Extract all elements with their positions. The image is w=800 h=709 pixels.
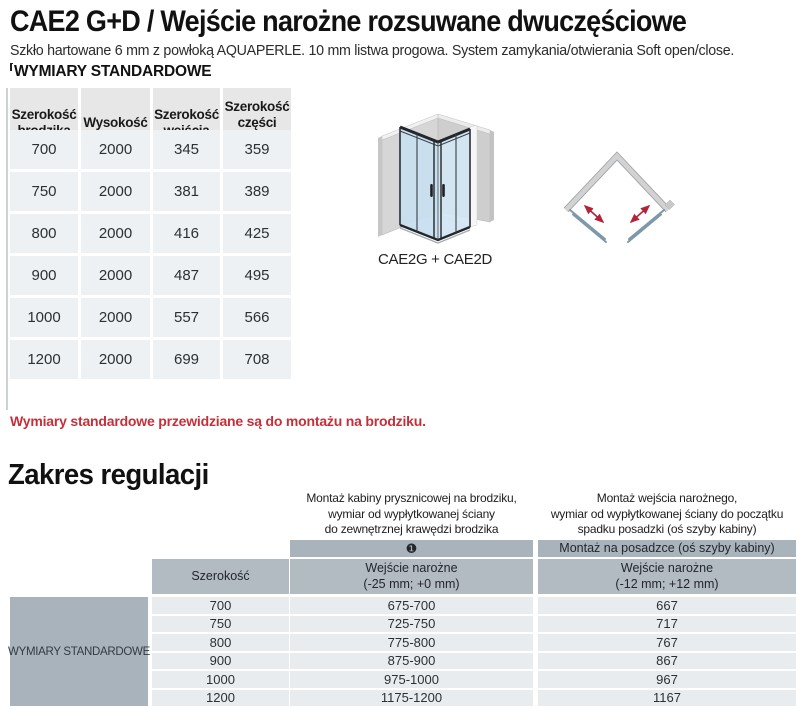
standard-dimensions-table: Szerokość brodzika Wysokość Szerokość we… bbox=[10, 88, 291, 379]
table-cell: 725-750 bbox=[290, 615, 533, 632]
table-cell: 2000 bbox=[81, 130, 150, 169]
table-cell: 750 bbox=[10, 172, 78, 211]
corner-entry-col1-header: Wejście narożne (-25 mm; +0 mm) bbox=[290, 559, 533, 594]
table-cell: 975-1000 bbox=[290, 671, 533, 688]
corner-entry-col2-header: Wejście narożne (-12 mm; +12 mm) bbox=[538, 559, 796, 594]
walls-fill bbox=[564, 152, 670, 212]
standard-dimensions-row-label: WYMIARY STANDARDOWE bbox=[8, 597, 150, 706]
glass-door-left bbox=[572, 213, 607, 243]
width-column-header: Szerokość bbox=[152, 559, 289, 594]
door-handle-left bbox=[430, 184, 433, 197]
table-cell: 487 bbox=[153, 256, 220, 295]
glass-panel-left bbox=[400, 127, 438, 240]
table-cell: 675-700 bbox=[290, 597, 533, 614]
table-cell: 1167 bbox=[538, 689, 796, 706]
table-cell: 900 bbox=[10, 256, 78, 295]
table-cell: 699 bbox=[153, 340, 220, 379]
slide-direction-arrow-left bbox=[583, 204, 605, 224]
right-wall-inner-face bbox=[469, 124, 478, 228]
iso-diagram-caption: CAE2G + CAE2D bbox=[377, 251, 493, 268]
table-cell: 345 bbox=[153, 130, 220, 169]
floor-mounting-subheader: Montaż na posadzce (oś szyby kabiny) bbox=[538, 540, 796, 557]
table-left-edge-artifact bbox=[6, 88, 8, 410]
slide-direction-arrow-right bbox=[629, 204, 651, 224]
tray-range-column: 675-700 725-750 775-800 875-900 975-1000… bbox=[290, 597, 533, 706]
table-cell: 2000 bbox=[81, 298, 150, 337]
table-cell: 566 bbox=[223, 298, 291, 337]
table-cell: 1200 bbox=[10, 340, 78, 379]
table-cell: 2000 bbox=[81, 214, 150, 253]
table-cell: 2000 bbox=[81, 340, 150, 379]
table-cell: 381 bbox=[153, 172, 220, 211]
page-subtitle: Szkło hartowane 6 mm z powłoką AQUAPERLE… bbox=[10, 42, 735, 59]
table-cell: 359 bbox=[223, 130, 291, 169]
left-wall-end-cap bbox=[378, 136, 382, 237]
table-cell: 767 bbox=[538, 634, 796, 651]
table-cell: 717 bbox=[538, 615, 796, 632]
table-cell: 667 bbox=[538, 597, 796, 614]
group-header-tray-mounting: Montaż kabiny prysznicowej na brodziku, … bbox=[306, 491, 517, 536]
table-cell: 750 bbox=[152, 615, 289, 632]
table-cell: 425 bbox=[223, 214, 291, 253]
corner-shower-isometric-diagram bbox=[378, 113, 494, 244]
tray-mounting-note: Wymiary standardowe przewidziane są do m… bbox=[10, 413, 426, 429]
table-cell: 2000 bbox=[81, 172, 150, 211]
table-cell: 800 bbox=[152, 634, 289, 651]
table-cell: 700 bbox=[10, 130, 78, 169]
table-cell: 495 bbox=[223, 256, 291, 295]
table-cell: 967 bbox=[538, 671, 796, 688]
table-cell: 708 bbox=[223, 340, 291, 379]
page-title: CAE2 G+D / Wejście narożne rozsuwane dwu… bbox=[10, 5, 687, 38]
width-column: 700 750 800 900 1000 1200 bbox=[152, 597, 289, 706]
right-wall-end-cap bbox=[490, 130, 494, 222]
glass-track-right-outer bbox=[628, 209, 665, 240]
table-cell: 1200 bbox=[152, 689, 289, 706]
standard-dimensions-heading: WYMIARY STANDARDOWE bbox=[14, 63, 212, 80]
heading-tick-mark bbox=[10, 63, 13, 71]
footnote-1-badge: ❶ bbox=[290, 540, 533, 557]
table-cell: 700 bbox=[152, 597, 289, 614]
glass-track-left-outer bbox=[569, 209, 606, 240]
glass-door-right bbox=[627, 213, 662, 243]
walls-outline bbox=[563, 151, 671, 213]
table-cell: 900 bbox=[152, 652, 289, 669]
table-cell: 1175-1200 bbox=[290, 689, 533, 706]
table-cell: 867 bbox=[538, 652, 796, 669]
door-handle-right bbox=[442, 184, 445, 197]
table-cell: 416 bbox=[153, 214, 220, 253]
table-cell: 2000 bbox=[81, 256, 150, 295]
table-cell: 557 bbox=[153, 298, 220, 337]
corner-entry-top-view-diagram bbox=[563, 151, 675, 243]
floor-range-column: 667 717 767 867 967 1167 bbox=[538, 597, 796, 706]
table-cell: 389 bbox=[223, 172, 291, 211]
table-cell: 775-800 bbox=[290, 634, 533, 651]
group-header-floor-mounting: Montaż wejścia narożnego, wymiar od wypł… bbox=[550, 491, 784, 536]
adjustment-range-heading: Zakres regulacji bbox=[8, 459, 209, 491]
table-cell: 875-900 bbox=[290, 652, 533, 669]
tray-rim bbox=[399, 227, 471, 244]
table-cell: 1000 bbox=[10, 298, 78, 337]
right-wall-end-block bbox=[664, 199, 675, 210]
glass-panel-right bbox=[438, 129, 470, 240]
table-cell: 800 bbox=[10, 214, 78, 253]
table-cell: 1000 bbox=[152, 671, 289, 688]
